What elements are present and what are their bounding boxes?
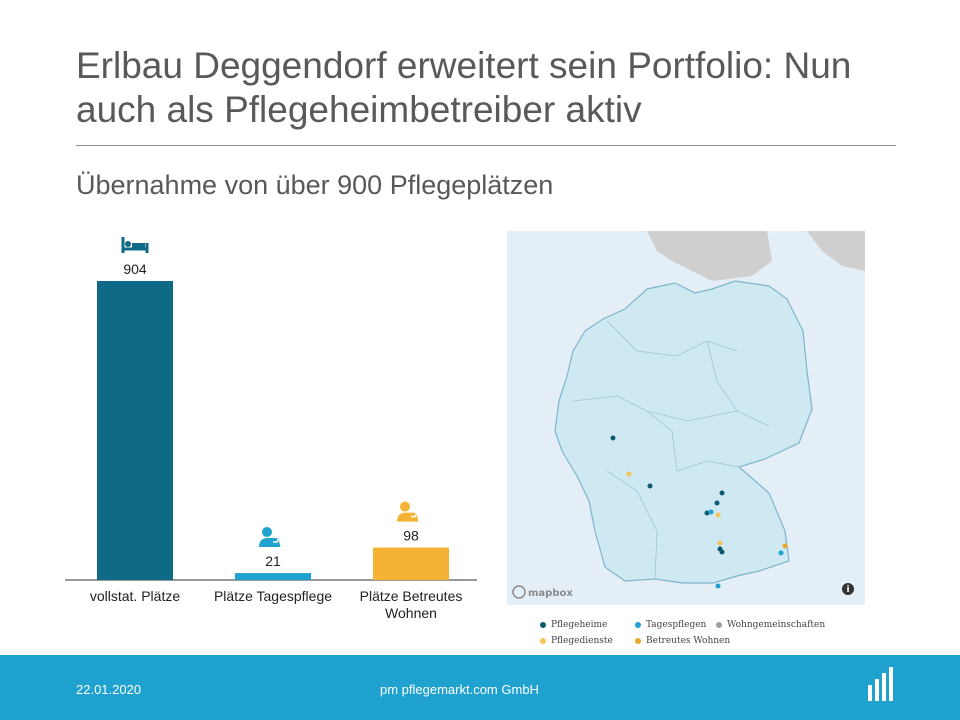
legend-item: Wohngemeinschaften — [716, 620, 825, 630]
footer-bar: 22.01.2020 pm pflegemarkt.com GmbH — [0, 655, 960, 720]
slide-title: Erlbau Deggendorf erweitert sein Portfol… — [76, 45, 852, 130]
legend-dot — [540, 637, 546, 644]
state-borders — [572, 320, 770, 580]
marker-pflegedienst — [717, 540, 723, 546]
germany-shape — [554, 280, 813, 584]
marker-pflegeheim — [647, 483, 653, 489]
data-label: 904 — [123, 261, 147, 277]
marker-tagespflege — [715, 583, 721, 589]
legend-dot — [635, 637, 641, 644]
person-care-icon — [259, 527, 288, 549]
bar — [97, 281, 173, 580]
svg-text:i: i — [846, 585, 849, 595]
legend-item: Pflegeheime — [540, 620, 607, 630]
footer-company: pm pflegemarkt.com GmbH — [380, 682, 539, 697]
mapbox-logo: mapbox — [512, 585, 573, 599]
marker-pflegeheim — [704, 510, 710, 516]
person-care-icon — [397, 501, 426, 524]
marker-tagespflege — [778, 550, 784, 556]
info-icon[interactable]: i — [842, 583, 854, 595]
legend-item: Betreutes Wohnen — [635, 636, 730, 646]
bar — [235, 573, 311, 580]
legend-dot — [716, 621, 722, 628]
marker-pflegedienst — [626, 471, 632, 477]
data-label: 98 — [403, 528, 419, 544]
marker-pflegedienst — [715, 512, 721, 518]
bed-icon — [121, 237, 149, 253]
marker-pflegeheim — [714, 500, 720, 506]
x-tick-label: vollstat. Plätze — [90, 588, 180, 604]
marker-pflegeheim — [719, 549, 725, 555]
x-tick-label: Plätze Tagespflege — [214, 588, 332, 604]
legend-dot — [635, 621, 641, 628]
legend-item: Tagespflegen — [635, 620, 706, 630]
marker-pflegeheim — [610, 435, 616, 441]
data-label: 21 — [265, 553, 281, 569]
footer-date: 22.01.2020 — [76, 682, 142, 697]
legend-dot — [540, 621, 546, 628]
sweden — [807, 231, 865, 271]
marker-pflegeheim — [719, 490, 725, 496]
germany-map: mapbox i — [507, 231, 865, 605]
marker-tagespflege — [708, 509, 714, 515]
company-logo — [868, 667, 893, 701]
marker-betreutes-wohnen — [782, 543, 788, 549]
map-markers — [610, 435, 788, 589]
bar — [373, 547, 449, 580]
legend-item: Pflegedienste — [540, 636, 613, 646]
title-divider — [76, 145, 896, 146]
x-tick-label: Plätze Betreutes Wohnen — [360, 588, 463, 621]
denmark — [667, 231, 757, 266]
svg-text:mapbox: mapbox — [528, 588, 573, 599]
bar-chart: 904 vollstat. Plätze 21 Plätze Tagespflege 9… — [65, 237, 477, 621]
slide-subtitle: Übernahme von über 900 Pflegeplätzen — [76, 170, 554, 200]
